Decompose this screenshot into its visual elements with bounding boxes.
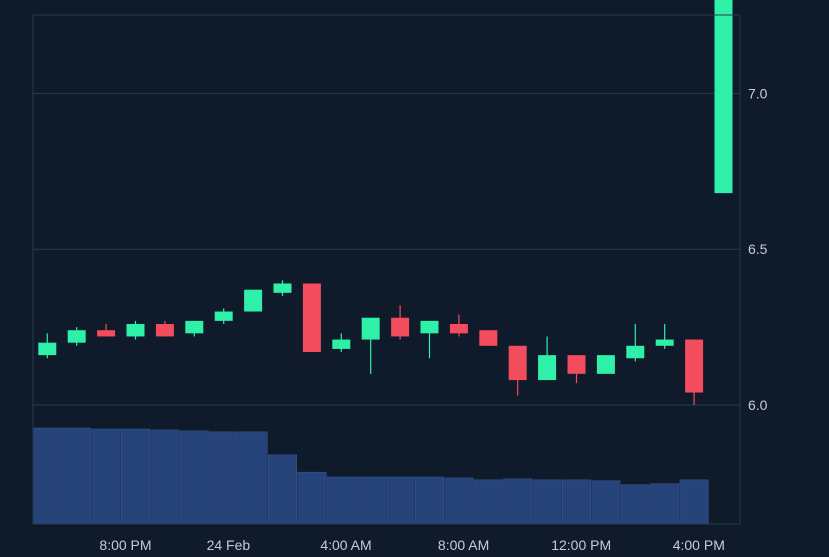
volume-bar (473, 479, 503, 525)
volume-bar (591, 480, 621, 525)
candle-body (38, 342, 57, 356)
candle-body (391, 317, 410, 337)
volume-bar (91, 428, 121, 525)
volume-bar (62, 427, 92, 525)
candles (38, 0, 733, 405)
x-axis-labels: 8:00 PM 24 Feb 4:00 AM 8:00 AM 12:00 PM 4:00 … (99, 537, 725, 553)
candle-body (185, 320, 204, 334)
candle-body (596, 355, 615, 374)
candle-body (626, 345, 645, 359)
x-tick-label: 8:00 AM (438, 537, 489, 552)
candle-body (479, 330, 498, 346)
y-tick-label: 7.0 (748, 85, 768, 101)
volume-bar (121, 428, 150, 525)
candle-body (126, 323, 145, 337)
candle-body (538, 355, 557, 381)
candle-body (273, 283, 292, 293)
candle-body (685, 339, 704, 393)
volume-bar (385, 476, 415, 525)
volume-bar (503, 478, 533, 525)
candle-body (655, 339, 674, 346)
volume-bar (620, 484, 650, 525)
candle-body (420, 320, 439, 334)
volume-bar (679, 479, 709, 525)
candle-body (332, 339, 351, 349)
candle-body (449, 323, 468, 334)
volume-bar (650, 483, 680, 525)
candle-body (361, 317, 380, 340)
volume-bar (532, 479, 562, 525)
volume-bar (444, 477, 474, 525)
plot-frame (32, 14, 741, 525)
y-axis-labels: 8.007.507.06.56.0 (748, 85, 768, 413)
candle-body (67, 330, 86, 343)
volume-bar (179, 430, 209, 525)
volume-bar (415, 476, 444, 525)
x-tick-label: 24 Feb (207, 537, 251, 552)
y-tick-label: 6.0 (748, 397, 768, 413)
grid-lines (33, 92, 740, 406)
volume-bar (297, 471, 327, 525)
candle-body (714, 0, 733, 194)
x-tick-label: 4:00 PM (673, 537, 725, 552)
candle-body (155, 323, 174, 337)
volume-bar (326, 476, 356, 525)
candle-body (97, 330, 116, 337)
x-tick-label: 4:00 AM (320, 537, 371, 552)
volume-bar (268, 454, 297, 525)
candle-body (508, 345, 527, 381)
y-tick-label: 6.5 (748, 241, 768, 257)
volume-bar (32, 427, 62, 525)
volume-bar (238, 431, 268, 525)
volume-bars (32, 427, 709, 525)
volume-bar (356, 476, 386, 525)
candle-body (567, 355, 586, 374)
volume-bar (209, 431, 239, 525)
volume-bar (150, 429, 180, 525)
candle-body (302, 283, 321, 353)
x-tick-label: 12:00 PM (551, 537, 611, 552)
volume-bar (562, 479, 591, 525)
candle-body (244, 289, 263, 312)
x-tick-label: 8:00 PM (99, 537, 151, 552)
candle-body (214, 311, 233, 321)
